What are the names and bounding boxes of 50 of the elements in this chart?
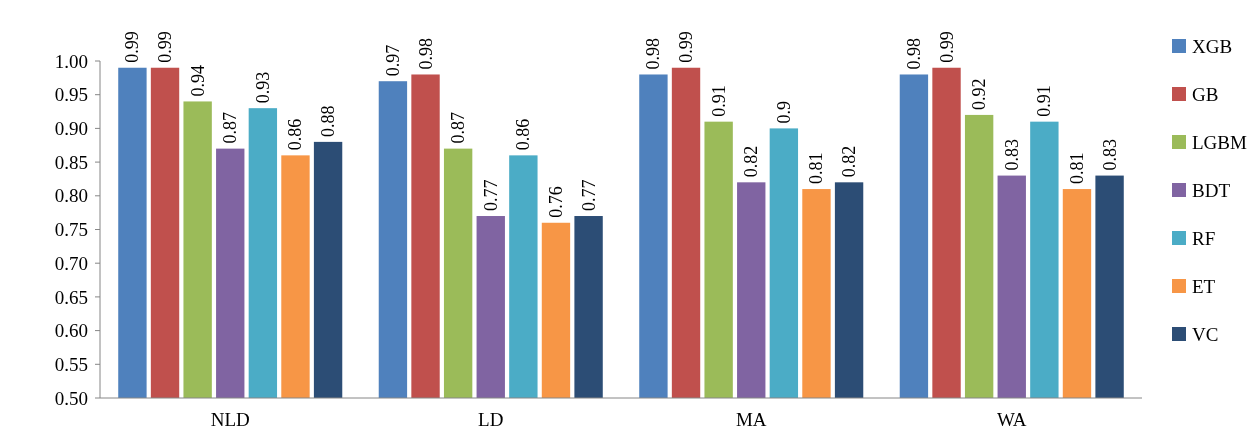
data-label: 0.91 bbox=[1034, 85, 1055, 117]
data-label: 0.99 bbox=[155, 31, 176, 63]
legend-label: GB bbox=[1192, 83, 1219, 105]
data-label: 0.93 bbox=[252, 71, 273, 104]
data-label: 0.82 bbox=[741, 145, 762, 178]
data-label: 0.97 bbox=[382, 44, 403, 77]
data-label: 0.94 bbox=[187, 64, 208, 97]
legend-label: RF bbox=[1192, 227, 1216, 249]
data-label: 0.81 bbox=[806, 152, 827, 185]
y-tick-label: 0.80 bbox=[54, 185, 88, 207]
data-label: 0.92 bbox=[969, 78, 990, 110]
y-tick-label: 0.55 bbox=[54, 353, 88, 375]
y-tick-label: 0.70 bbox=[54, 252, 88, 274]
y-tick-label: 0.90 bbox=[54, 118, 88, 140]
data-label: 0.76 bbox=[545, 186, 566, 218]
data-label: 0.87 bbox=[448, 112, 469, 144]
data-label: 0.77 bbox=[480, 179, 501, 212]
data-label: 0.83 bbox=[1001, 139, 1022, 171]
legend-label: BDT bbox=[1192, 179, 1231, 201]
y-tick-label: 0.95 bbox=[54, 84, 88, 106]
y-tick-label: 0.75 bbox=[54, 219, 88, 241]
data-label: 0.87 bbox=[220, 112, 241, 144]
data-label: 0.98 bbox=[643, 37, 664, 70]
data-label: 0.86 bbox=[285, 118, 306, 151]
legend-label: VC bbox=[1192, 323, 1219, 345]
legend-label: XGB bbox=[1192, 35, 1233, 57]
y-tick-label: 0.65 bbox=[54, 286, 88, 308]
data-label: 0.9 bbox=[773, 100, 794, 124]
data-label: 0.88 bbox=[318, 105, 339, 137]
y-tick-label: 0.85 bbox=[54, 151, 88, 173]
x-tick-label: WA bbox=[996, 409, 1027, 430]
y-tick-label: 1.00 bbox=[54, 50, 88, 72]
data-label: 0.99 bbox=[676, 31, 697, 63]
data-label: 0.81 bbox=[1066, 152, 1087, 185]
data-label: 0.98 bbox=[415, 37, 436, 70]
y-tick-label: 0.50 bbox=[54, 387, 88, 409]
legend-label: LGBM bbox=[1192, 131, 1247, 153]
data-label: 0.86 bbox=[513, 118, 534, 151]
data-label: 0.77 bbox=[578, 179, 599, 212]
data-label: 0.83 bbox=[1099, 139, 1120, 171]
y-tick-label: 0.60 bbox=[54, 320, 88, 342]
data-label: 0.91 bbox=[708, 85, 729, 117]
data-label: 0.82 bbox=[839, 145, 860, 178]
data-label: 0.99 bbox=[936, 31, 957, 63]
data-label: 0.99 bbox=[122, 31, 143, 63]
legend-label: ET bbox=[1192, 275, 1216, 297]
data-label: 0.98 bbox=[903, 37, 924, 70]
x-tick-label: LD bbox=[478, 409, 504, 430]
x-tick-label: NLD bbox=[210, 409, 250, 430]
x-tick-label: MA bbox=[735, 409, 767, 430]
